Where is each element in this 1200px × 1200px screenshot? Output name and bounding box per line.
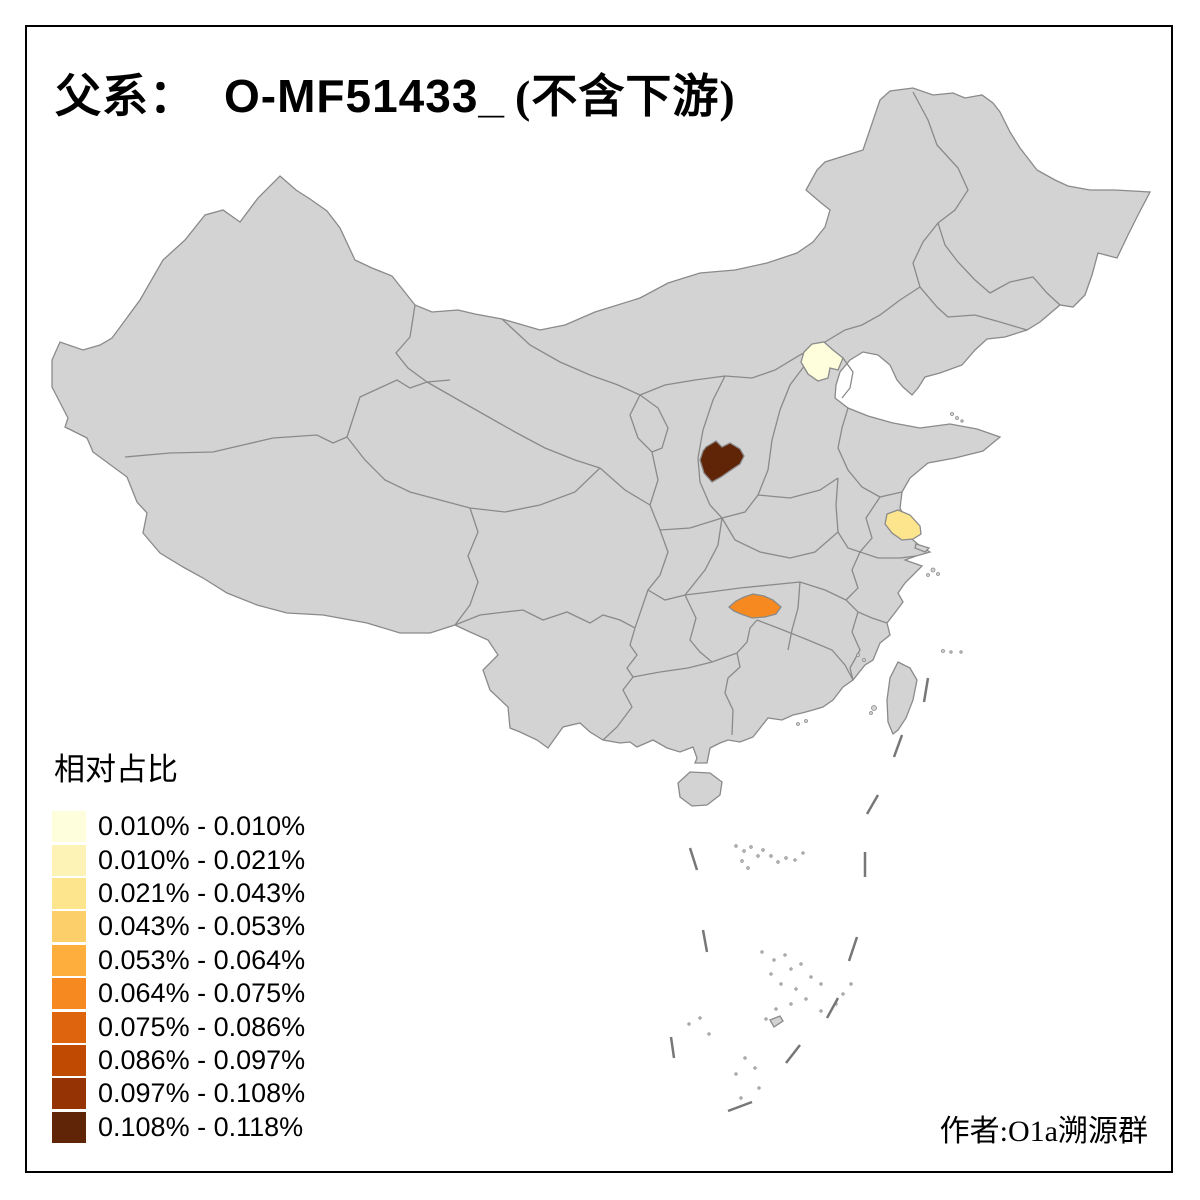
legend-swatch	[52, 811, 86, 843]
region-beijing	[800, 341, 844, 382]
legend-label: 0.021% - 0.043%	[98, 877, 306, 908]
legend-label: 0.010% - 0.021%	[98, 844, 306, 875]
legend-label: 0.108% - 0.118%	[98, 1111, 304, 1142]
legend-item: 0.021% - 0.043%	[52, 877, 306, 909]
legend: 相对占比 0.010% - 0.010% 0.010% - 0.021% 0.0…	[52, 744, 305, 1145]
author-credit: 作者:O1a溯源群	[939, 1115, 1148, 1148]
title-prefix: 父系：	[55, 71, 196, 122]
small-islands	[687, 412, 964, 1100]
legend-swatch	[52, 944, 86, 976]
legend-swatch	[52, 911, 86, 943]
legend-label: 0.064% - 0.075%	[98, 978, 306, 1009]
legend-swatch	[52, 1011, 86, 1043]
region-shanxi-west	[699, 440, 745, 483]
legend-item: 0.053% - 0.064%	[52, 944, 306, 976]
small-island-patch	[769, 1015, 784, 1028]
map-title: 父系： O-MF51433_ (不含下游)	[55, 60, 736, 126]
legend-swatch	[52, 978, 86, 1010]
legend-label: 0.010% - 0.010%	[98, 811, 306, 842]
legend-title: 相对占比	[54, 752, 178, 787]
legend-swatch	[52, 1044, 86, 1076]
legend-swatch	[52, 877, 86, 909]
taiwan-island	[886, 661, 918, 736]
title-haplogroup-code: O-MF51433_	[224, 70, 506, 122]
legend-swatch	[52, 844, 86, 876]
legend-swatch	[52, 1078, 86, 1110]
legend-label: 0.053% - 0.064%	[98, 944, 306, 975]
legend-item: 0.097% - 0.108%	[52, 1078, 306, 1110]
legend-item: 0.108% - 0.118%	[52, 1111, 305, 1143]
legend-item: 0.075% - 0.086%	[52, 1011, 306, 1043]
legend-label: 0.043% - 0.053%	[98, 911, 306, 942]
legend-item: 0.010% - 0.021%	[52, 844, 306, 876]
legend-item: 0.010% - 0.010%	[52, 811, 306, 843]
province-borders	[124, 91, 1061, 741]
legend-item: 0.064% - 0.075%	[52, 978, 306, 1010]
region-jiangsu-southeast	[884, 509, 922, 541]
region-hunan-north	[727, 593, 782, 619]
legend-item: 0.043% - 0.053%	[52, 911, 306, 943]
legend-item: 0.086% - 0.097%	[52, 1044, 306, 1076]
china-mainland-outline	[51, 87, 1152, 764]
hainan-island	[677, 771, 723, 807]
nine-dash-line	[669, 677, 930, 1113]
legend-swatch	[52, 1111, 86, 1143]
legend-label: 0.097% - 0.108%	[98, 1078, 306, 1109]
legend-label: 0.075% - 0.086%	[98, 1011, 306, 1042]
title-suffix: (不含下游)	[515, 71, 736, 122]
legend-label: 0.086% - 0.097%	[98, 1044, 306, 1075]
chongming-island	[914, 543, 931, 553]
